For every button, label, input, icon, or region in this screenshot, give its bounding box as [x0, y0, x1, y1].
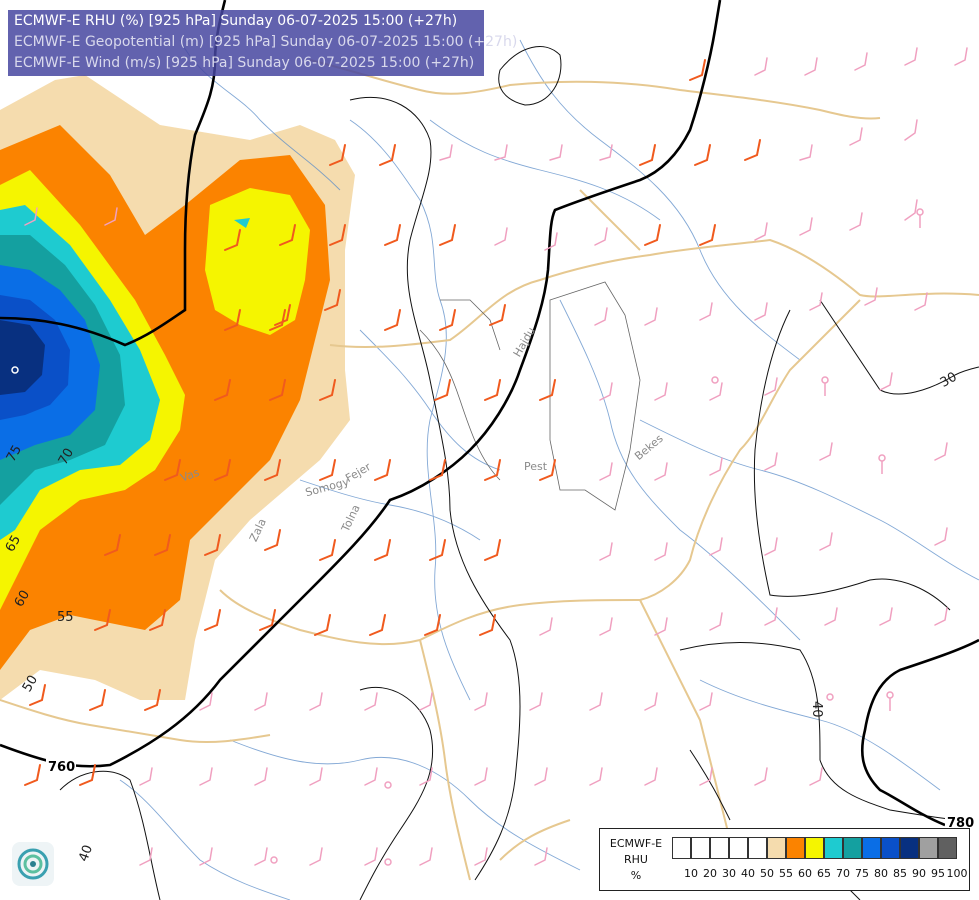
place-label: Tolna — [339, 503, 363, 535]
wind-barbs-weak — [24, 47, 968, 866]
legend-swatch — [805, 837, 824, 859]
geopotential-label-780: 780 — [947, 816, 974, 831]
rhu-label: 50 — [20, 673, 41, 695]
legend-unit: % — [630, 869, 642, 882]
legend-swatch — [900, 837, 919, 859]
ecmwf-logo — [12, 842, 54, 886]
legend-tick: 100 — [946, 867, 968, 880]
rhu-contours — [59, 46, 979, 900]
rhu-label: 55 — [57, 610, 74, 625]
legend-tick: 85 — [893, 867, 907, 880]
rhu-90-area — [0, 320, 45, 395]
place-label: Vas — [179, 466, 202, 485]
rhu-label: 30 — [938, 370, 960, 391]
title-rhu: ECMWF-E RHU (%) [925 hPa] Sunday 06-07-2… — [14, 13, 458, 29]
rhu-label: 75 — [4, 443, 25, 465]
legend-swatch — [881, 837, 900, 859]
legend-swatch — [786, 837, 805, 859]
geopotential-labels: 760 780 — [46, 758, 979, 831]
legend-swatch — [672, 837, 691, 859]
legend-tick: 10 — [684, 867, 698, 880]
legend-swatch — [862, 837, 881, 859]
swirl-icon — [17, 848, 49, 880]
title-geopotential: ECMWF-E Geopotential (m) [925 hPa] Sunda… — [14, 34, 518, 50]
legend-tick: 90 — [912, 867, 926, 880]
legend-swatch — [938, 837, 957, 859]
legend-tick: 60 — [798, 867, 812, 880]
rhu-small-cyan — [234, 218, 250, 228]
legend-tick: 20 — [703, 867, 717, 880]
legend-swatch — [843, 837, 862, 859]
legend-variable: RHU — [624, 853, 648, 866]
legend-tick: 50 — [760, 867, 774, 880]
place-label: Hajdu — [511, 325, 538, 359]
legend-swatch — [729, 837, 748, 859]
legend-tick: 40 — [741, 867, 755, 880]
legend-tick: 95 — [931, 867, 945, 880]
rhu-label: 65 — [3, 533, 24, 555]
rhu-65-island — [205, 188, 310, 335]
legend-swatch — [748, 837, 767, 859]
legend-tick: 70 — [836, 867, 850, 880]
place-label: Pest — [524, 460, 548, 473]
title-wind: ECMWF-E Wind (m/s) [925 hPa] Sunday 06-0… — [14, 55, 475, 71]
map-title-box: ECMWF-E RHU (%) [925 hPa] Sunday 06-07-2… — [8, 10, 517, 76]
legend-tick: 75 — [855, 867, 869, 880]
place-label: Zala — [247, 517, 269, 544]
legend-tick: 30 — [722, 867, 736, 880]
legend-swatch — [824, 837, 843, 859]
rhu-label: 40 — [809, 701, 824, 718]
rhu-fill — [0, 75, 355, 700]
calm-markers — [11, 208, 924, 866]
legend-swatch — [691, 837, 710, 859]
place-label: Somogy — [304, 475, 351, 499]
wind-barbs-strong — [24, 59, 761, 786]
borders — [0, 59, 979, 881]
place-label: Bekes — [632, 432, 666, 463]
rhu-label: 60 — [12, 588, 33, 610]
legend-tick: 65 — [817, 867, 831, 880]
legend-swatch — [767, 837, 786, 859]
legend-tick: 55 — [779, 867, 793, 880]
rhu-legend: ECMWF-E RHU % 10 20 30 40 50 55 60 65 70 75 80 85 90… — [599, 828, 970, 891]
rhu-label: 40 — [76, 843, 96, 864]
legend-tick: 80 — [874, 867, 888, 880]
legend-swatch — [710, 837, 729, 859]
rhu-label: 70 — [56, 446, 77, 468]
legend-swatch — [919, 837, 938, 859]
legend-model: ECMWF-E — [609, 837, 663, 850]
geopotential-label-760: 760 — [48, 760, 75, 775]
